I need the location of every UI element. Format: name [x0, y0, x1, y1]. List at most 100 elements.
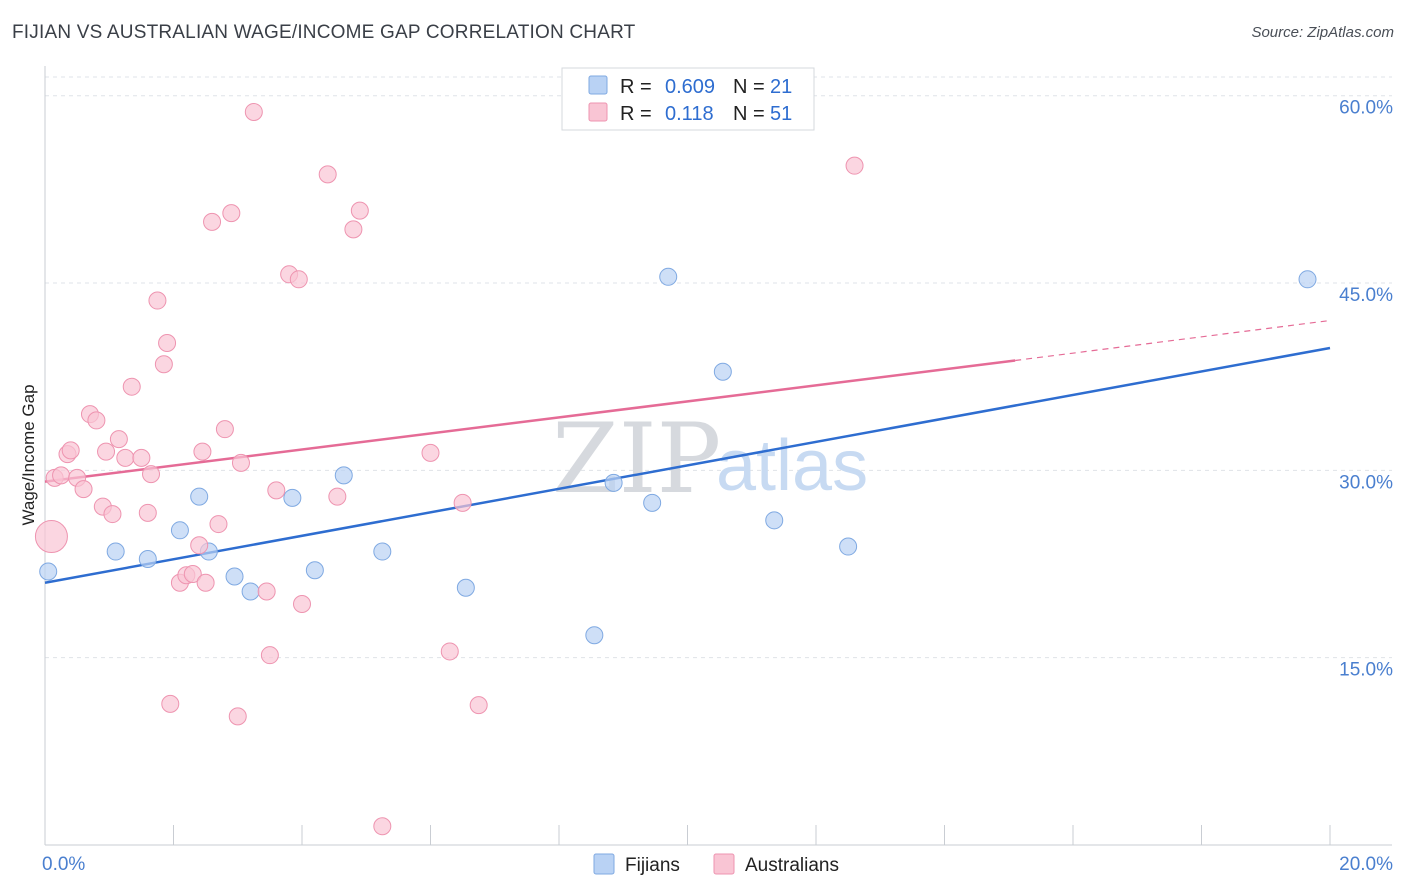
- legend-n-label-fijians: N =: [733, 76, 765, 98]
- australian-point[interactable]: [244, 102, 263, 121]
- legend-n-value-australians: 51: [770, 103, 792, 125]
- australian-point[interactable]: [87, 411, 106, 430]
- correlation-legend: R = 0.609 N = 21 R = 0.118 N = 51: [561, 67, 815, 131]
- australian-point[interactable]: [453, 493, 472, 512]
- fijian-point[interactable]: [334, 466, 353, 485]
- series-label-australians: Australians: [745, 855, 839, 876]
- australian-point[interactable]: [469, 696, 488, 715]
- australian-point[interactable]: [52, 466, 71, 485]
- y-tick-label: 30.0%: [1339, 472, 1393, 493]
- australian-point[interactable]: [154, 355, 173, 374]
- australian-point[interactable]: [74, 480, 93, 499]
- australian-point[interactable]: [193, 442, 212, 461]
- australian-point[interactable]: [228, 707, 247, 726]
- fijian-point[interactable]: [283, 488, 302, 507]
- australian-point[interactable]: [440, 642, 459, 661]
- legend-r-value-fijians: 0.609: [665, 76, 715, 98]
- fijian-point[interactable]: [585, 626, 604, 645]
- data-points[interactable]: [34, 102, 1317, 836]
- series-swatch-fijians: [593, 853, 615, 875]
- fijian-point[interactable]: [373, 542, 392, 561]
- fijian-point[interactable]: [138, 550, 157, 569]
- australian-point[interactable]: [158, 333, 177, 352]
- australians-trend-line: [44, 359, 1016, 483]
- series-swatch-australians: [713, 853, 735, 875]
- legend-swatch-australians: [588, 102, 608, 122]
- watermark: ZIP atlas: [552, 403, 868, 515]
- australian-point[interactable]: [122, 377, 141, 396]
- source-label: Source: ZipAtlas.com: [1251, 24, 1394, 41]
- fijian-point[interactable]: [305, 561, 324, 580]
- australian-point[interactable]: [190, 536, 209, 555]
- x-tick-label-max: 20.0%: [1339, 854, 1393, 875]
- australian-point[interactable]: [260, 646, 279, 665]
- australian-point[interactable]: [289, 270, 308, 289]
- australian-point[interactable]: [421, 443, 440, 462]
- fijians-trend-line: [44, 346, 1331, 584]
- australian-point[interactable]: [373, 817, 392, 836]
- australian-point[interactable]: [231, 453, 250, 472]
- series-label-fijians: Fijians: [625, 855, 680, 876]
- australian-point[interactable]: [257, 582, 276, 601]
- watermark-atlas: atlas: [716, 426, 868, 506]
- australian-point[interactable]: [148, 291, 167, 310]
- legend-n-value-fijians: 21: [770, 76, 792, 98]
- series-legend[interactable]: Fijians Australians: [593, 853, 839, 876]
- y-tick-label: 45.0%: [1339, 285, 1393, 306]
- australian-point[interactable]: [350, 201, 369, 220]
- fijian-point[interactable]: [170, 521, 189, 540]
- fijian-point[interactable]: [39, 562, 58, 581]
- trend-lines: [44, 319, 1331, 584]
- australian-point[interactable]: [161, 694, 180, 713]
- australian-point[interactable]: [344, 220, 363, 239]
- australian-point[interactable]: [196, 573, 215, 592]
- fijian-point[interactable]: [604, 473, 623, 492]
- fijian-point[interactable]: [241, 582, 260, 601]
- x-tick-label-min: 0.0%: [42, 854, 85, 875]
- legend-r-label-australians: R =: [620, 103, 652, 125]
- australian-point[interactable]: [845, 156, 864, 175]
- fijian-point[interactable]: [456, 578, 475, 597]
- legend-n-label-australians: N =: [733, 103, 765, 125]
- series-legend-fijians[interactable]: Fijians: [593, 853, 680, 876]
- watermark-zip: ZIP: [552, 403, 721, 515]
- australian-point[interactable]: [132, 448, 151, 467]
- fijian-point[interactable]: [765, 511, 784, 530]
- legend-r-value-australians: 0.118: [665, 103, 714, 125]
- fijian-point[interactable]: [1298, 270, 1317, 289]
- y-axis-title: Wage/Income Gap: [19, 384, 38, 525]
- australian-point[interactable]: [267, 481, 286, 500]
- fijian-point[interactable]: [106, 542, 125, 561]
- axes: 15.0% 30.0% 45.0% 60.0% 0.0% 20.0%: [42, 66, 1393, 875]
- fijian-point[interactable]: [713, 362, 732, 381]
- australian-point[interactable]: [293, 594, 311, 613]
- fijian-point[interactable]: [643, 493, 662, 512]
- australians-trend-extension: [1015, 319, 1331, 362]
- australian-point[interactable]: [116, 448, 135, 467]
- australian-point[interactable]: [222, 204, 241, 223]
- australian-point[interactable]: [318, 165, 337, 184]
- australian-point[interactable]: [97, 442, 116, 461]
- australian-point[interactable]: [328, 487, 347, 506]
- australian-point[interactable]: [183, 565, 202, 584]
- australian-point[interactable]: [34, 520, 68, 554]
- chart-title: FIJIAN VS AUSTRALIAN WAGE/INCOME GAP COR…: [12, 22, 636, 43]
- y-tick-label: 15.0%: [1339, 660, 1393, 681]
- australian-point[interactable]: [61, 441, 80, 460]
- fijian-point[interactable]: [225, 567, 244, 586]
- australian-point[interactable]: [142, 465, 161, 484]
- australian-point[interactable]: [203, 212, 222, 231]
- fijian-point[interactable]: [659, 267, 678, 286]
- y-tick-label: 60.0%: [1339, 98, 1393, 119]
- australian-point[interactable]: [215, 420, 234, 439]
- australian-point[interactable]: [109, 430, 128, 449]
- australian-point[interactable]: [103, 505, 122, 524]
- fijian-point[interactable]: [839, 537, 858, 556]
- fijian-point[interactable]: [190, 487, 209, 506]
- series-legend-australians[interactable]: Australians: [713, 853, 839, 876]
- legend-r-label-fijians: R =: [620, 76, 652, 98]
- legend-swatch-fijians: [588, 75, 608, 95]
- australian-point[interactable]: [138, 503, 157, 522]
- australian-point[interactable]: [209, 515, 228, 534]
